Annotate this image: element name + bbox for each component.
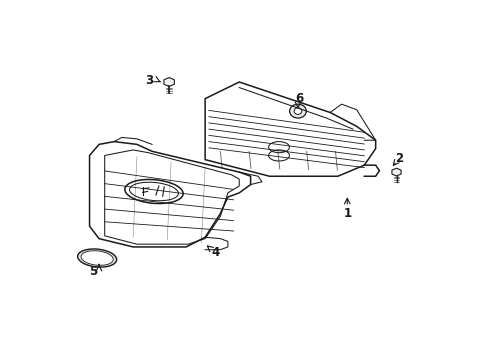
Text: 5: 5 [89,265,97,278]
Text: 2: 2 [395,152,403,165]
Ellipse shape [289,104,305,118]
Text: 1: 1 [343,207,350,220]
Text: 6: 6 [294,92,303,105]
Text: 3: 3 [144,74,153,87]
Ellipse shape [81,251,113,265]
Polygon shape [163,77,174,86]
Ellipse shape [78,249,117,267]
Polygon shape [391,168,400,176]
Text: 4: 4 [211,246,220,259]
Ellipse shape [294,108,301,114]
